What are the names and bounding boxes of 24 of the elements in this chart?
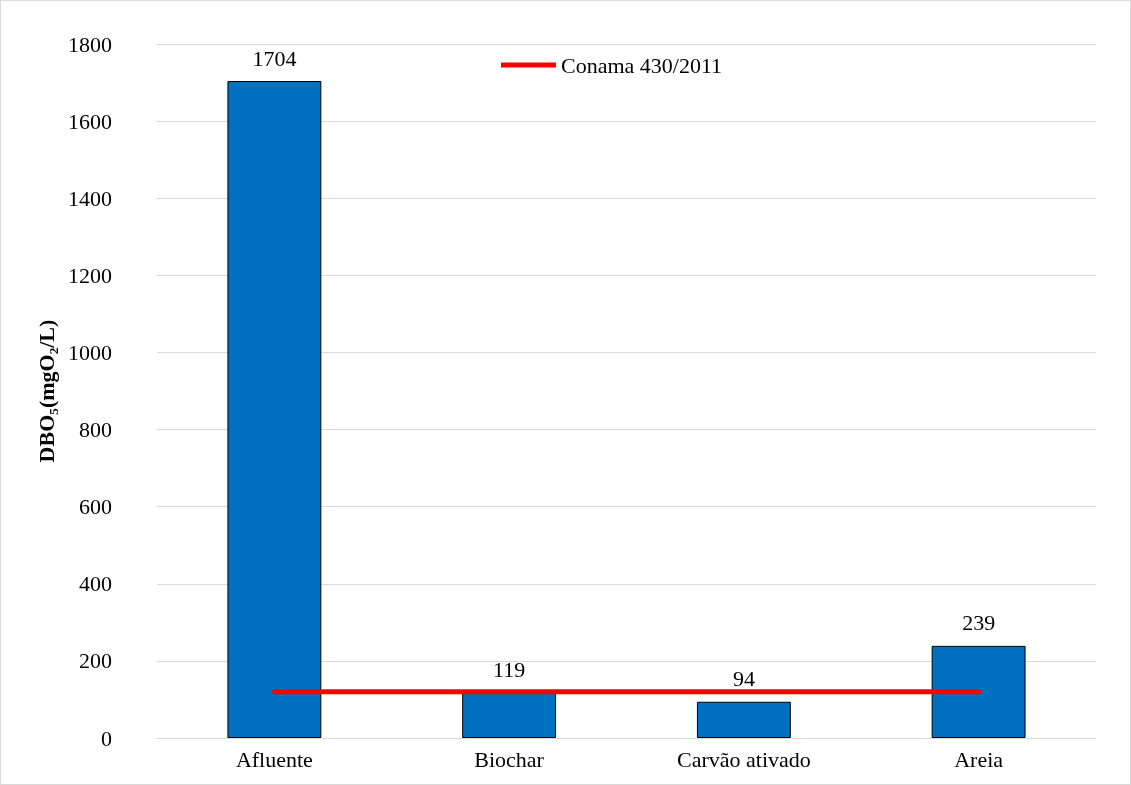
y-tick-label: 1800 xyxy=(68,31,112,57)
x-tick-label: Areia xyxy=(954,746,1004,772)
data-label: 1704 xyxy=(252,45,297,71)
bar xyxy=(227,81,322,738)
y-tick-label: 1000 xyxy=(68,339,112,365)
bar xyxy=(931,645,1026,738)
y-tick-label: 600 xyxy=(79,494,112,520)
y-tick-label: 200 xyxy=(79,648,112,674)
y-tick-label: 1200 xyxy=(68,262,112,288)
y-axis-title: DBO₅(mgO₂/L) xyxy=(33,319,59,463)
bar xyxy=(462,692,557,738)
x-tick-label: Biochar xyxy=(474,746,545,772)
y-tick-label: 1600 xyxy=(68,108,112,134)
legend-label: Conama 430/2011 xyxy=(561,52,723,78)
y-tick-label: 800 xyxy=(79,417,112,443)
x-tick-label: Carvão ativado xyxy=(676,746,811,772)
y-tick-label: 0 xyxy=(101,725,112,751)
x-tick-label: Afluente xyxy=(235,746,313,772)
data-label: 239 xyxy=(962,610,996,636)
y-tick-label: 400 xyxy=(79,571,112,597)
y-tick-label: 1400 xyxy=(68,185,112,211)
data-label: 94 xyxy=(732,666,755,692)
bar xyxy=(696,701,791,738)
data-label: 119 xyxy=(493,656,526,682)
